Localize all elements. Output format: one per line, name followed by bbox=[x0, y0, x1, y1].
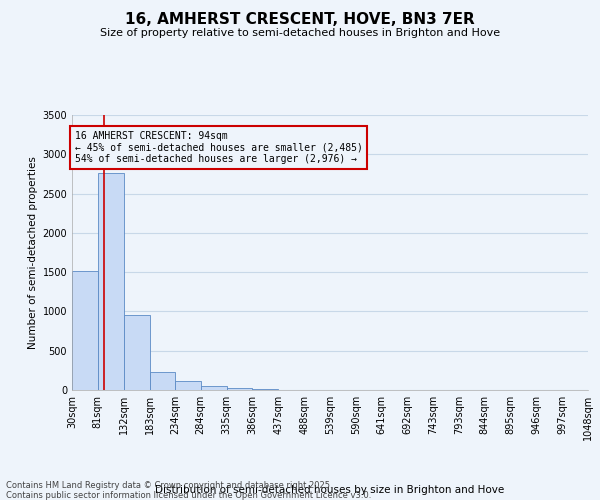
Text: Contains HM Land Registry data © Crown copyright and database right 2025.
Contai: Contains HM Land Registry data © Crown c… bbox=[6, 480, 371, 500]
Bar bbox=[201, 386, 227, 390]
Text: Distribution of semi-detached houses by size in Brighton and Hove: Distribution of semi-detached houses by … bbox=[155, 485, 505, 495]
Bar bbox=[98, 173, 124, 390]
Bar bbox=[149, 372, 175, 390]
Y-axis label: Number of semi-detached properties: Number of semi-detached properties bbox=[28, 156, 38, 349]
Bar bbox=[124, 316, 149, 390]
Text: 16, AMHERST CRESCENT, HOVE, BN3 7ER: 16, AMHERST CRESCENT, HOVE, BN3 7ER bbox=[125, 12, 475, 28]
Text: 16 AMHERST CRESCENT: 94sqm
← 45% of semi-detached houses are smaller (2,485)
54%: 16 AMHERST CRESCENT: 94sqm ← 45% of semi… bbox=[74, 130, 362, 164]
Bar bbox=[72, 272, 98, 390]
Bar bbox=[227, 388, 253, 390]
Bar bbox=[175, 380, 201, 390]
Text: Size of property relative to semi-detached houses in Brighton and Hove: Size of property relative to semi-detach… bbox=[100, 28, 500, 38]
